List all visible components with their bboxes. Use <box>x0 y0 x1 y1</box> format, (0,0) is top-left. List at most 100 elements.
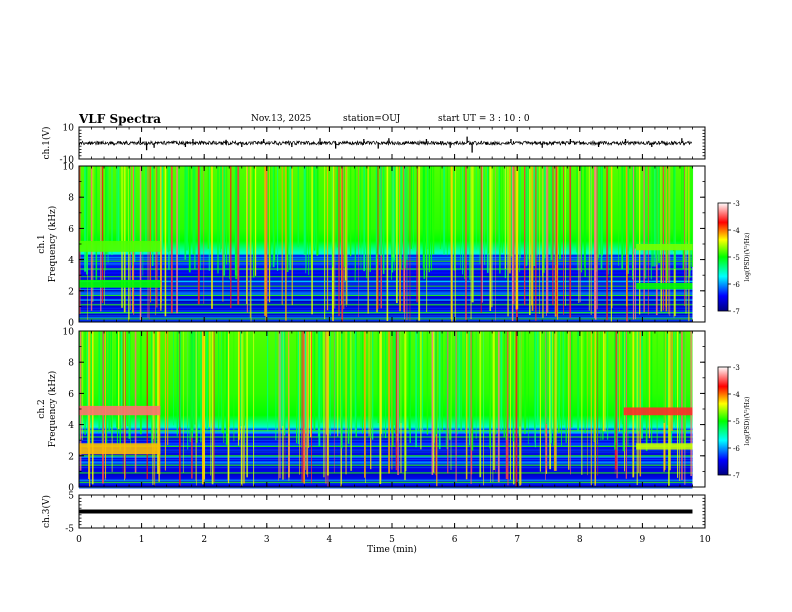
ch1-spectrogram-texture <box>79 303 693 305</box>
xtick-label: 0 <box>76 535 82 545</box>
ch1-spectrogram-texture <box>79 290 693 292</box>
ch1-spectrogram-ylabel: Frequency (kHz) <box>47 206 58 283</box>
xtick-label: 3 <box>264 535 270 545</box>
ch1-spectrogram-texture <box>79 296 693 299</box>
ch2-spectrogram-texture <box>79 454 693 455</box>
colorbar-tick-label: -4 <box>733 391 740 399</box>
ch1-spectrogram-texture <box>79 259 693 261</box>
colorbar-tick-label: -4 <box>733 227 740 235</box>
ch2-spectrogram-texture <box>79 486 693 489</box>
ytick-label: 4 <box>68 421 74 431</box>
colorbar-tick-label: -6 <box>733 445 740 453</box>
ytick-label: 4 <box>68 256 74 266</box>
colorbar-tick-label: -6 <box>733 281 740 289</box>
figure-title: VLF Spectra <box>79 112 162 126</box>
ch2-spectrogram-texture <box>79 479 693 482</box>
xtick-label: 6 <box>452 535 458 545</box>
ch2-spectrogram-texture <box>79 484 693 486</box>
ch1-spectrogram-texture <box>79 262 693 264</box>
xtick-label: 8 <box>577 535 583 545</box>
ch1-spectrogram-texture <box>79 282 693 285</box>
ch1-spectrogram-texture <box>79 319 693 321</box>
ytick-label: 2 <box>68 287 74 297</box>
ch1-spectrogram-texture <box>79 315 693 317</box>
ch2-spectrogram-texture <box>79 442 693 445</box>
ch1-spectrogram-texture <box>79 306 693 309</box>
xtick-label: 5 <box>389 535 395 545</box>
ch1-spectrogram-colorbar <box>717 202 729 312</box>
ch2-spectrogram-texture <box>79 468 693 471</box>
ch2-spectrogram-texture <box>79 473 693 475</box>
ch3-waveform-ylabel: ch.3(V) <box>41 495 52 528</box>
xtick-label: 9 <box>640 535 646 545</box>
colorbar-tick-label: -5 <box>733 418 740 426</box>
ch1-spectrogram-texture <box>79 289 693 291</box>
ch2-spectrogram-texture <box>79 461 693 463</box>
ch2-spectrogram-texture <box>79 448 693 451</box>
ch1-spectrogram-band <box>636 283 693 290</box>
ch2-spectrogram-texture <box>79 450 693 453</box>
colorbar-tick-label: -3 <box>733 364 740 372</box>
colorbar-tick-label: -3 <box>733 200 740 208</box>
ytick-label: 6 <box>68 225 74 235</box>
ch1-spectrogram-texture <box>79 293 693 295</box>
xtick-label: 7 <box>514 535 520 545</box>
ch2-spectrogram-texture <box>79 457 693 460</box>
ch1-spectrogram-texture <box>79 257 693 259</box>
ch1-spectrogram-texture <box>79 256 693 258</box>
ch1-spectrogram-band <box>79 279 161 288</box>
ch1-spectrogram-texture <box>79 269 693 271</box>
ch1-spectrogram-band <box>79 240 161 252</box>
ch2-spectrogram-texture <box>79 467 693 470</box>
ch1-spectrogram-texture <box>79 263 693 266</box>
ch1-spectrogram-texture <box>79 274 693 276</box>
ch2-spectrogram-texture <box>79 462 693 464</box>
ch1-spectrogram-band <box>636 244 693 251</box>
ytick-label: 6 <box>68 390 74 400</box>
ch1-spectrogram-texture <box>79 291 693 294</box>
ch1-waveform-ylabel: ch.1(V) <box>41 127 52 160</box>
ch2-spectrogram-texture <box>79 452 693 455</box>
ch1-waveform-trace <box>78 139 693 147</box>
ch1-spectrogram-texture <box>79 270 693 273</box>
xtick-label: 2 <box>201 535 207 545</box>
ch2-spectrogram-texture <box>79 463 693 465</box>
ch2-spectrogram-texture <box>79 439 693 441</box>
ch2-spectrogram-texture <box>79 443 693 446</box>
ytick-label: 5 <box>68 492 74 502</box>
ch1-spectrogram-texture <box>79 307 693 310</box>
ch2-spectrogram-texture <box>79 468 693 470</box>
ch2-spectrogram-texture <box>79 459 693 460</box>
date-label: Nov.13, 2025 <box>251 114 312 124</box>
ch2-spectrogram-ylabel: Frequency (kHz) <box>47 371 58 448</box>
ch1-spectrogram-texture <box>79 282 693 284</box>
ch1-spectrogram-texture <box>79 301 693 303</box>
ch2-spectrogram-ylabel: ch.2 <box>37 399 47 418</box>
ytick-label: 8 <box>68 194 74 204</box>
ytick-label: 0 <box>68 484 74 494</box>
ch2-spectrogram-texture <box>79 482 693 484</box>
ch1-spectrogram-texture <box>79 308 693 311</box>
colorbar-tick-label: -7 <box>733 308 740 316</box>
ch1-spectrogram-texture <box>79 255 693 257</box>
ch2-spectrogram-texture <box>79 437 693 439</box>
ch2-spectrogram-texture <box>79 484 693 485</box>
xtick-label: 10 <box>699 535 711 545</box>
ytick-label: 2 <box>68 452 74 462</box>
colorbar-tick-label: -5 <box>733 254 740 262</box>
ch1-spectrogram-texture <box>79 310 693 312</box>
xtick-label: 4 <box>327 535 333 545</box>
ytick-label: -10 <box>60 156 75 166</box>
ch1-spectrogram-texture <box>79 279 693 280</box>
ch1-spectrogram-texture <box>79 257 693 260</box>
ch1-spectrogram-texture <box>79 317 693 319</box>
ch2-spectrogram-band <box>636 443 693 450</box>
ch1-spectrogram-texture <box>79 299 693 301</box>
ch1-spectrogram-texture <box>79 314 693 316</box>
ch2-spectrogram-band <box>79 405 161 416</box>
ch2-spectrogram-band <box>623 407 693 416</box>
ch1-spectrogram-texture <box>79 280 693 283</box>
ch1-spectrogram-ylabel: ch.1 <box>37 234 47 253</box>
ytick-label: 10 <box>63 124 75 134</box>
